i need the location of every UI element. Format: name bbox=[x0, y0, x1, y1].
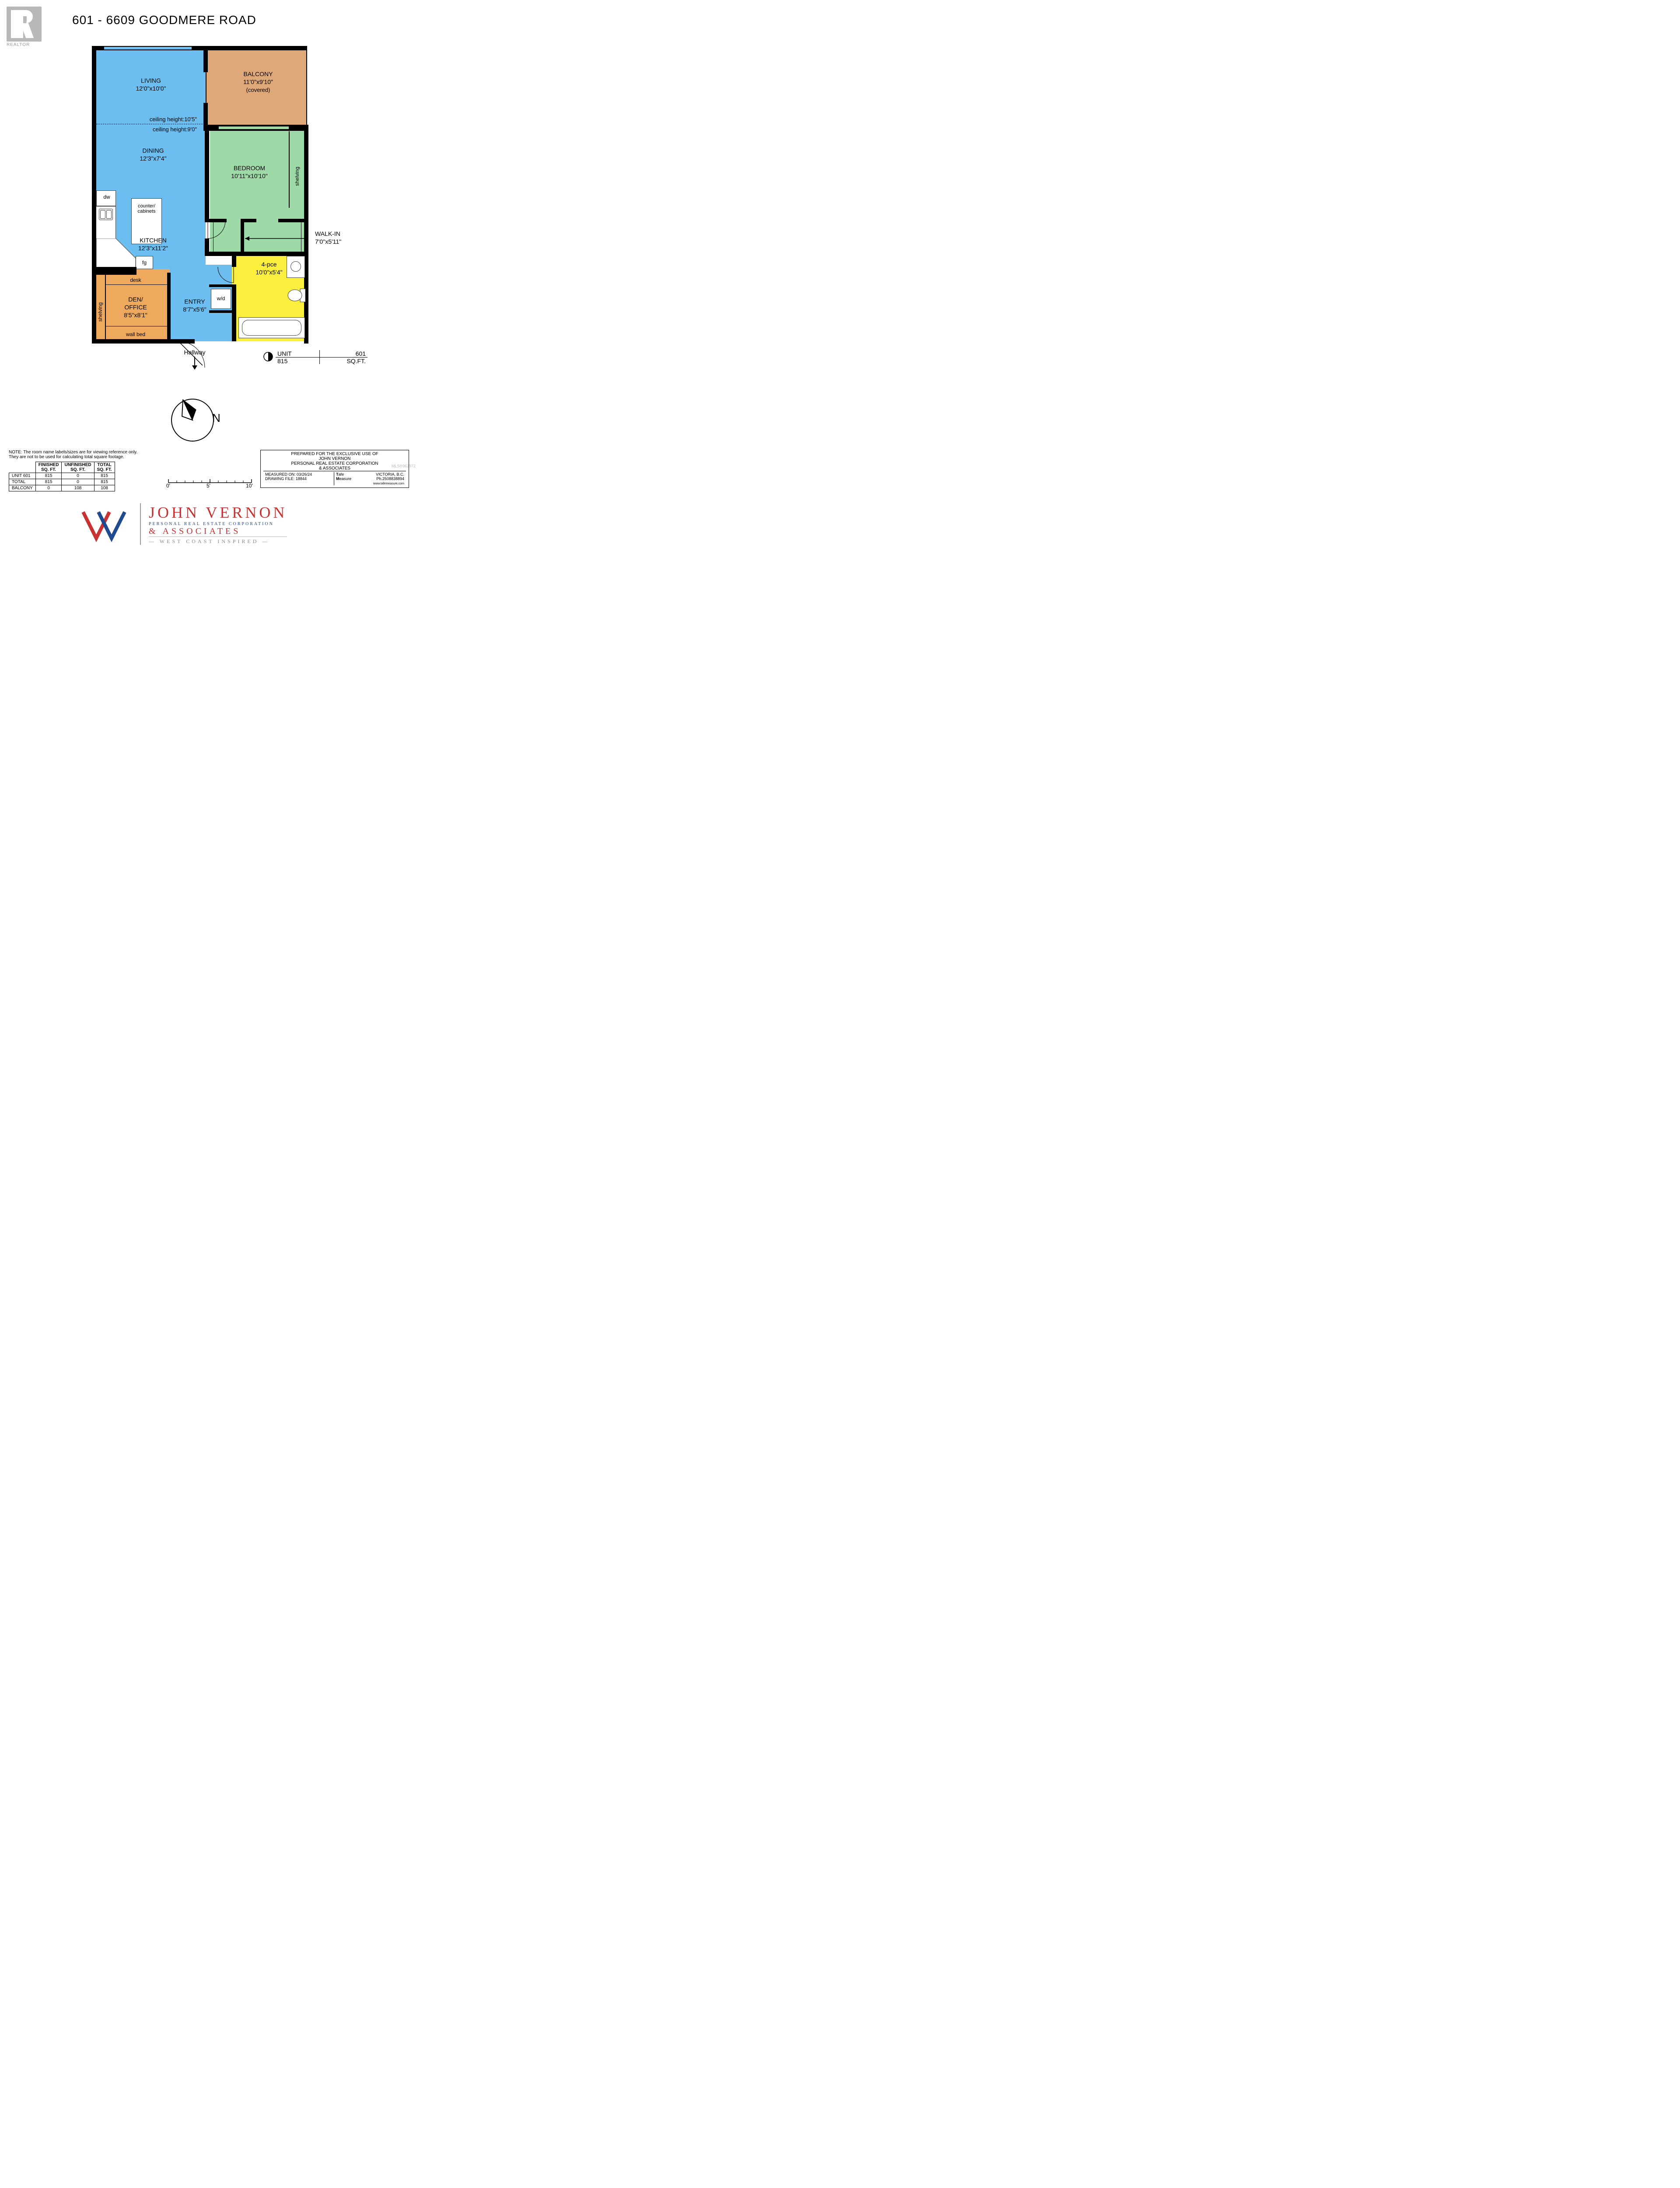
label-shelving-bed: shelving bbox=[294, 155, 300, 186]
prepared-box: PREPARED FOR THE EXCLUSIVE USE OF JOHN V… bbox=[260, 450, 409, 488]
scale-bar: 0' 5' 10' bbox=[166, 475, 254, 490]
label-fg: fg bbox=[140, 259, 149, 266]
sqft-table: FINISHED SQ. FT. UNFINISHED SQ. FT. TOTA… bbox=[9, 462, 115, 491]
label-dw: dw bbox=[101, 194, 113, 200]
label-bath: 4-pce 10'0"x5'4" bbox=[247, 260, 291, 276]
label-ceil-upper: ceiling height:10'5" bbox=[118, 116, 197, 123]
floorplan: LIVING 12'0"x10'0" DINING 12'3"x7'4" KIT… bbox=[92, 46, 311, 344]
label-dining: DINING 12'3"x7'4" bbox=[118, 147, 188, 162]
unit-info: UNIT601 815SQ.FT. bbox=[276, 350, 368, 365]
label-counter: counter/ cabinets bbox=[133, 203, 160, 214]
label-wallbed: wall bed bbox=[118, 331, 153, 337]
label-walkin: WALK-IN 7'0"x5'11" bbox=[315, 230, 359, 245]
label-entry: ENTRY 8'7"x5'6" bbox=[173, 298, 217, 313]
footnote: NOTE: The room name labels/sizes are for… bbox=[9, 450, 175, 459]
label-hallway: Hallway bbox=[177, 349, 212, 356]
label-ceil-lower: ceiling height:9'0" bbox=[118, 126, 197, 133]
label-den: DEN/ OFFICE 8'5"x8'1" bbox=[109, 295, 162, 319]
label-desk: desk bbox=[122, 277, 149, 283]
label-bedroom: BEDROOM 10'11"x10'10" bbox=[214, 164, 284, 180]
label-shelving-den: shelving bbox=[97, 291, 103, 322]
label-wd: w/d bbox=[214, 295, 228, 302]
compass: N bbox=[166, 394, 228, 446]
realtor-label: REALTOR bbox=[7, 42, 50, 47]
realtor-logo: REALTOR bbox=[7, 7, 50, 47]
label-living: LIVING 12'0"x10'0" bbox=[116, 77, 186, 92]
page-title: 601 - 6609 GOODMERE ROAD bbox=[72, 13, 256, 27]
label-balcony: BALCONY 11'0"x9'10" (covered) bbox=[223, 70, 293, 94]
label-kitchen: KITCHEN 12'3"x11'2" bbox=[118, 236, 188, 252]
brand-logo: JOHN VERNON PERSONAL REAL ESTATE CORPORA… bbox=[79, 503, 350, 551]
